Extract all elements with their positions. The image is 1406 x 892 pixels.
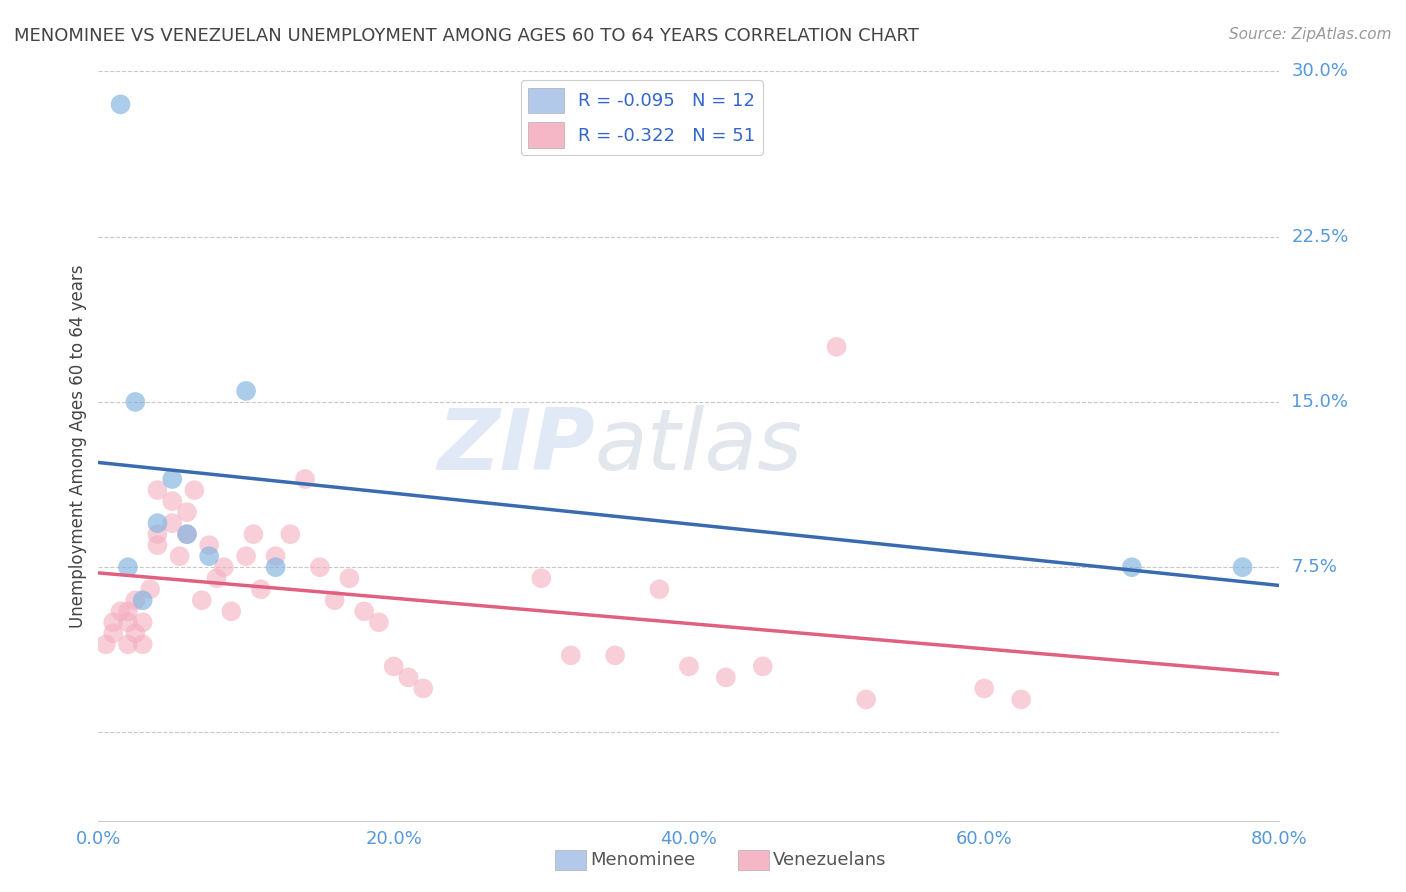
Point <box>280 527 302 541</box>
Text: Source: ZipAtlas.com: Source: ZipAtlas.com <box>1229 27 1392 42</box>
Point <box>678 659 700 673</box>
Point <box>714 670 737 684</box>
Point <box>205 571 228 585</box>
Point <box>132 615 155 630</box>
Point <box>162 516 183 530</box>
Text: ZIP: ZIP <box>437 404 595 488</box>
Point <box>162 494 183 508</box>
Point <box>309 560 332 574</box>
Point <box>146 516 169 530</box>
Point <box>323 593 346 607</box>
Point <box>117 615 139 630</box>
Legend: R = -0.095   N = 12, R = -0.322   N = 51: R = -0.095 N = 12, R = -0.322 N = 51 <box>520 80 763 155</box>
Point <box>1010 692 1032 706</box>
Text: MENOMINEE VS VENEZUELAN UNEMPLOYMENT AMONG AGES 60 TO 64 YEARS CORRELATION CHART: MENOMINEE VS VENEZUELAN UNEMPLOYMENT AMO… <box>14 27 920 45</box>
Text: 22.5%: 22.5% <box>1291 227 1348 245</box>
Point <box>162 472 183 486</box>
Point <box>146 483 169 497</box>
Point <box>250 582 273 597</box>
Point <box>198 538 221 552</box>
Point <box>146 538 169 552</box>
Text: 15.0%: 15.0% <box>1291 392 1348 411</box>
Point <box>221 604 243 618</box>
Point <box>412 681 434 696</box>
Text: 7.5%: 7.5% <box>1291 558 1337 576</box>
Point <box>176 505 198 519</box>
Point <box>398 670 420 684</box>
Point <box>183 483 205 497</box>
Point <box>212 560 235 574</box>
Point <box>294 472 316 486</box>
Text: atlas: atlas <box>595 404 803 488</box>
Point <box>198 549 221 564</box>
Point <box>353 604 375 618</box>
Point <box>176 527 198 541</box>
Point <box>132 637 155 651</box>
Point <box>191 593 214 607</box>
Text: Menominee: Menominee <box>591 851 696 869</box>
Point <box>1232 560 1254 574</box>
Text: 30.0%: 30.0% <box>1291 62 1348 80</box>
Point <box>146 527 169 541</box>
Point <box>339 571 361 585</box>
Point <box>1121 560 1143 574</box>
Y-axis label: Unemployment Among Ages 60 to 64 years: Unemployment Among Ages 60 to 64 years <box>69 264 87 628</box>
Point <box>242 527 264 541</box>
Point <box>530 571 553 585</box>
Point <box>264 560 287 574</box>
Point <box>124 626 146 640</box>
Point <box>124 395 146 409</box>
Point <box>110 604 132 618</box>
Point <box>103 615 125 630</box>
Point <box>855 692 877 706</box>
Point <box>825 340 848 354</box>
Point <box>382 659 405 673</box>
Point <box>752 659 775 673</box>
Point <box>103 626 125 640</box>
Point <box>169 549 191 564</box>
Point <box>117 637 139 651</box>
Point <box>605 648 627 663</box>
Text: Venezuelans: Venezuelans <box>773 851 887 869</box>
Point <box>648 582 671 597</box>
Point <box>235 549 257 564</box>
Point <box>132 593 155 607</box>
Point <box>117 560 139 574</box>
Point <box>973 681 995 696</box>
Point <box>560 648 582 663</box>
Point <box>176 527 198 541</box>
Point <box>139 582 162 597</box>
Point <box>235 384 257 398</box>
Point <box>368 615 391 630</box>
Point <box>110 97 132 112</box>
Point <box>264 549 287 564</box>
Point <box>94 637 117 651</box>
Point <box>124 593 146 607</box>
Point <box>117 604 139 618</box>
